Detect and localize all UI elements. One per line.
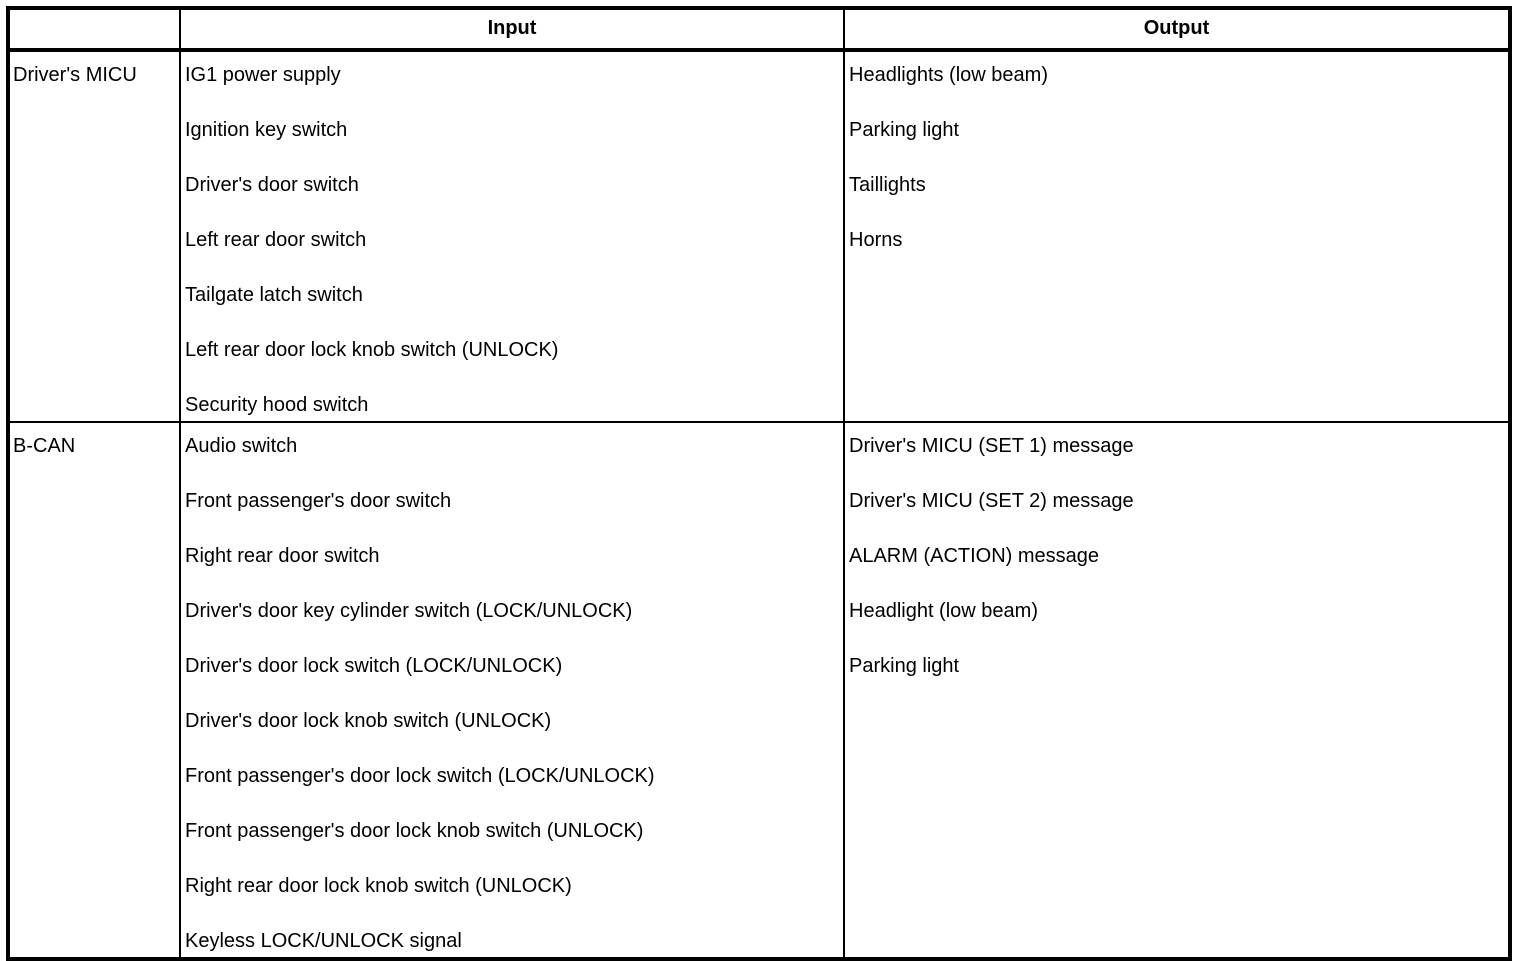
header-output: Output (843, 7, 1511, 52)
input-signal-item: Right rear door switch (185, 545, 380, 567)
output-signal-item: Horns (849, 229, 903, 251)
input-signal-item: Security hood switch (185, 394, 369, 416)
input-signal-item: Driver's door lock knob switch (UNLOCK) (185, 710, 552, 732)
drivers-micu-output-list: Headlights (low beam) Parking light Tail… (843, 49, 1511, 423)
drivers-micu-input-list: IG1 power supply Ignition key switch Dri… (179, 49, 845, 423)
input-output-signal-table: Input Output Driver's MICU IG1 power sup… (6, 6, 1512, 961)
input-signal-item: Right rear door lock knob switch (UNLOCK… (185, 875, 572, 897)
output-signal-item: Driver's MICU (SET 1) message (849, 435, 1134, 457)
output-signal-item: Driver's MICU (SET 2) message (849, 490, 1134, 512)
row-label-b-can: B-CAN (7, 421, 181, 960)
output-signal-item: Taillights (849, 174, 926, 196)
table-row-drivers-micu: Driver's MICU IG1 power supply Ignition … (7, 49, 1511, 423)
output-signal-item: Headlights (low beam) (849, 64, 1048, 86)
input-signal-item: Front passenger's door lock switch (LOCK… (185, 765, 655, 787)
input-signal-item: Front passenger's door switch (185, 490, 452, 512)
input-signal-item: Audio switch (185, 435, 298, 457)
input-signal-item: IG1 power supply (185, 64, 341, 86)
input-signal-item: Driver's door key cylinder switch (LOCK/… (185, 600, 633, 622)
b-can-input-list: Audio switch Front passenger's door swit… (179, 421, 845, 960)
header-source-empty (7, 7, 181, 52)
input-signal-item: Ignition key switch (185, 119, 348, 141)
header-row: Input Output (7, 7, 1511, 52)
input-signal-item: Front passenger's door lock knob switch … (185, 820, 644, 842)
table-row-b-can: B-CAN Audio switch Front passenger's doo… (7, 421, 1511, 960)
input-signal-item: Keyless LOCK/UNLOCK signal (185, 930, 462, 952)
input-signal-item: Left rear door lock knob switch (UNLOCK) (185, 339, 559, 361)
input-signal-item: Driver's door lock switch (LOCK/UNLOCK) (185, 655, 563, 677)
input-signal-item: Left rear door switch (185, 229, 367, 251)
header-input: Input (179, 7, 845, 52)
b-can-output-list: Driver's MICU (SET 1) message Driver's M… (843, 421, 1511, 960)
output-signal-item: Parking light (849, 655, 960, 677)
input-signal-item: Tailgate latch switch (185, 284, 363, 306)
output-signal-item: Parking light (849, 119, 960, 141)
output-signal-item: ALARM (ACTION) message (849, 545, 1100, 567)
output-signal-item: Headlight (low beam) (849, 600, 1038, 622)
input-signal-item: Driver's door switch (185, 174, 359, 196)
row-label-drivers-micu: Driver's MICU (7, 49, 181, 423)
